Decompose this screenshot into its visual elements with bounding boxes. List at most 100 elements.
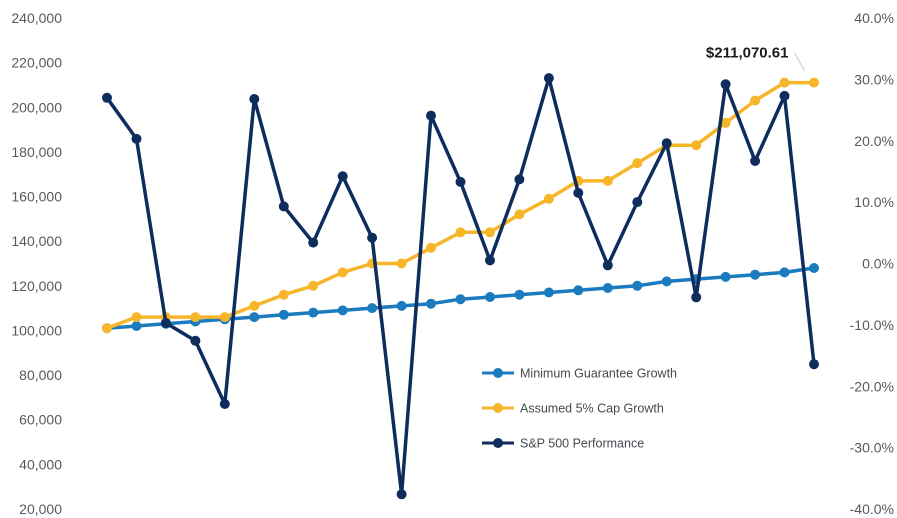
data-point [102,92,112,103]
legend-swatch-marker [493,403,503,413]
data-point [602,260,613,271]
right-axis-tick-label: 20.0% [854,133,894,149]
data-point [485,227,495,238]
data-point [485,292,495,302]
data-point [337,305,348,316]
data-point [750,269,761,280]
data-point [809,77,819,88]
data-point [308,280,319,291]
legend-label: S&P 500 Performance [520,437,644,451]
data-point [396,300,407,311]
right-axis-tick-label: 30.0% [854,71,894,87]
data-point [426,298,436,309]
data-point [308,237,319,248]
left-axis-tick-label: 160,000 [11,189,62,205]
legend-item-sp500: S&P 500 Performance [482,437,644,451]
data-point [337,267,348,278]
data-point [514,209,525,220]
data-point [750,95,761,106]
right-axis-tick-label: 40.0% [854,10,894,26]
data-point [632,158,643,169]
right-axis-tick-label: 0.0% [862,256,894,272]
left-axis-tick-label: 200,000 [11,99,62,115]
data-point [514,174,525,185]
data-point [337,171,348,182]
left-axis-tick-label: 40,000 [19,456,62,472]
series-line [105,76,816,497]
data-point [455,294,466,305]
right-axis-tick-label: -20.0% [850,378,894,394]
data-point [514,289,525,300]
data-point [779,77,790,88]
data-point [278,309,289,320]
data-point [249,94,260,104]
data-point [779,267,790,278]
data-point [720,117,731,128]
data-point [367,232,378,243]
left-axis-ticks: 240,000 220,000 200,000 180,000 160,000 140,0… [11,10,62,517]
data-point [809,359,819,370]
right-axis-ticks: 40.0% 30.0% 20.0% 10.0% 0.0% -10.0% -20.0% -30.… [850,10,894,517]
data-point [543,193,554,204]
data-point [396,258,407,269]
data-point [543,73,554,84]
data-point [426,242,436,253]
legend-swatch-marker [493,368,503,378]
data-point [720,79,731,90]
data-point [543,287,554,298]
data-point [573,187,584,198]
right-axis-tick-label: 10.0% [854,194,894,210]
data-point [249,300,260,311]
data-point [367,303,378,314]
data-point [632,197,643,208]
data-point [573,285,584,296]
left-axis-tick-label: 220,000 [11,55,62,71]
data-point [455,227,466,238]
data-point [691,292,702,303]
left-axis-tick-label: 80,000 [19,367,62,383]
legend-item-minimum-guarantee: Minimum Guarantee Growth [482,367,677,381]
data-point [691,140,702,151]
right-axis-tick-label: -40.0% [850,501,894,517]
data-point [160,318,171,328]
data-point [278,289,289,300]
legend-label: Minimum Guarantee Growth [520,367,677,381]
right-axis-tick-label: -30.0% [850,440,894,456]
data-point [219,312,230,323]
legend-item-assumed-cap: Assumed 5% Cap Growth [482,402,664,416]
left-axis-tick-label: 140,000 [11,233,62,249]
right-axis-tick-label: -10.0% [850,317,894,333]
data-point [809,263,819,273]
data-point [308,307,319,318]
left-axis-tick-label: 100,000 [11,322,62,338]
data-point [661,276,672,287]
left-axis-tick-label: 240,000 [11,10,62,26]
left-axis-tick-label: 20,000 [19,501,62,517]
data-point [102,323,112,334]
data-point [219,399,230,409]
data-point [661,138,672,149]
legend: Minimum Guarantee Growth Assumed 5% Cap … [482,367,677,451]
left-axis-tick-label: 60,000 [19,412,62,428]
series-layer [102,73,819,500]
annotation-leader-line [794,52,805,71]
data-point [396,489,407,500]
data-point [455,176,466,187]
data-point [779,90,790,101]
data-point [426,110,436,121]
data-point [278,201,289,212]
data-point [190,312,201,323]
data-point [190,335,201,346]
legend-label: Assumed 5% Cap Growth [520,402,664,416]
legend-swatch-marker [493,438,503,448]
annotation-label: $211,070.61 [706,45,789,62]
data-point [632,280,643,291]
data-point [720,271,731,282]
data-point [485,255,495,266]
data-point [602,283,613,293]
left-axis-tick-label: 120,000 [11,278,62,294]
data-point [131,133,142,144]
series-3 [102,73,819,500]
data-point [602,175,613,186]
